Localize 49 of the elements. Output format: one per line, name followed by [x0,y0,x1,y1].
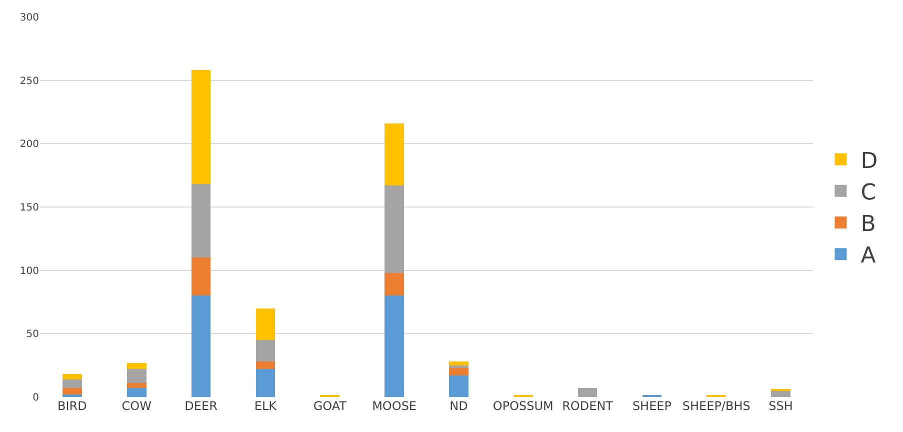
y-tick-label: 0 [32,392,39,404]
bar [256,369,276,397]
legend-label: D [860,148,878,174]
x-tick-label: SHEEP [632,399,672,413]
y-tick-label: 150 [20,202,39,214]
bar [578,388,598,397]
y-tick-label: 50 [26,329,39,340]
bar [256,362,276,370]
bar [126,369,146,384]
bar [62,388,82,394]
bar [384,296,404,397]
bar [191,70,211,184]
y-tick-label: 100 [20,266,39,277]
bar [62,374,82,380]
x-tick-label: ND [450,399,468,413]
y-tick-label: 300 [20,12,39,24]
bar [449,375,468,397]
bar [126,362,146,370]
bar [191,184,211,258]
x-tick-label: ELK [254,399,278,413]
x-tick-label: MOOSE [372,399,417,413]
legend-label: B [860,212,876,238]
bar [384,185,404,273]
x-tick-label: COW [122,399,152,413]
x-tick-label: SSH [768,399,793,413]
bar [256,308,276,340]
bar [191,258,211,296]
bar [449,368,468,376]
bar [126,388,146,397]
bar [449,362,468,366]
bar [191,296,211,397]
bar [256,340,276,362]
x-tick-label: RODENT [562,399,614,413]
bar [449,365,468,368]
x-tick-label: GOAT [313,399,348,413]
bar [62,379,82,388]
x-tick-label: SHEEP/BHS [682,399,750,413]
bar [384,272,404,296]
y-tick-label: 250 [20,76,39,87]
bar [771,390,790,397]
y-tick-label: 200 [20,139,39,150]
bar [62,394,82,397]
x-tick-label: BIRD [58,399,87,413]
legend-label: C [860,180,876,206]
legend-label: A [860,244,876,269]
bar [126,383,146,388]
x-tick-label: OPOSSUM [492,399,554,413]
x-tick-label: DEER [184,399,218,413]
bar [384,123,404,186]
